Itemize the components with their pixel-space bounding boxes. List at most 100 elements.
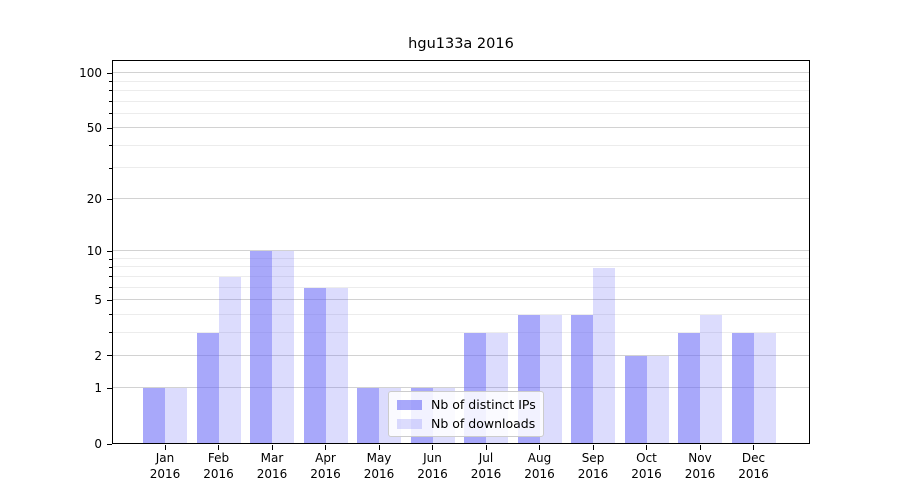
x-tick-year: 2016 [470, 466, 502, 481]
y-gridline-minor [112, 313, 810, 315]
y-minor-tick-mark [109, 113, 112, 115]
x-tick-label: May 2016 [347, 451, 411, 482]
y-tick-mark [107, 127, 112, 129]
x-tick-mark [592, 445, 594, 450]
x-tick-label: Aug 2016 [508, 451, 572, 482]
x-tick-label: Mar 2016 [240, 451, 304, 482]
x-tick-year: 2016 [363, 466, 395, 481]
x-tick-month: Jul [478, 451, 494, 465]
y-gridline-minor [112, 144, 810, 146]
y-tick-label: 5 [94, 293, 102, 308]
y-tick-label: 1 [94, 381, 102, 396]
x-tick-month: Jun [423, 451, 442, 465]
bar-distinct-ips-jan [143, 388, 165, 444]
x-tick-mark [325, 445, 326, 450]
x-tick-month: Jan [155, 451, 175, 465]
y-gridline-major [112, 299, 810, 301]
y-minor-tick-mark [109, 167, 112, 169]
x-tick-month: Dec [741, 451, 766, 465]
x-tick-mark [218, 445, 219, 450]
bar-downloads-mar [272, 251, 294, 444]
x-tick-year: 2016 [149, 466, 181, 481]
bar-distinct-ips-nov [678, 332, 700, 444]
legend-label: Nb of downloads [431, 416, 536, 431]
y-tick-label: 0 [94, 437, 102, 451]
x-tick-mark [271, 445, 273, 450]
y-tick-label: 2 [94, 348, 102, 363]
y-gridline-minor [112, 167, 810, 169]
y-gridline-major [112, 198, 810, 200]
y-gridline-major [112, 127, 810, 129]
x-tick-mark [646, 445, 647, 450]
bar-distinct-ips-apr [303, 287, 326, 444]
y-minor-tick-mark [109, 332, 112, 334]
y-gridline-minor [112, 89, 810, 91]
x-tick-month: Sep [581, 451, 605, 465]
x-tick-label: Apr 2016 [294, 451, 358, 482]
x-tick-mark [699, 445, 701, 450]
y-tick-label: 100 [79, 66, 102, 81]
x-tick-label: Feb 2016 [187, 451, 251, 482]
x-tick-label: Jul 2016 [454, 451, 518, 482]
y-gridline-minor [112, 258, 810, 259]
bar-downloads-jan [165, 388, 187, 444]
x-tick-mark [164, 445, 166, 450]
x-tick-year: 2016 [203, 466, 234, 481]
y-minor-tick-mark [109, 101, 112, 103]
legend-swatch-distinct-ips [397, 399, 422, 410]
y-gridline-minor [112, 286, 810, 288]
y-gridline-minor [112, 331, 810, 333]
bar-distinct-ips-dec [731, 332, 754, 444]
bar-downloads-aug [539, 314, 562, 444]
legend: Nb of distinct IPs Nb of downloads [388, 391, 544, 437]
y-tick-mark [107, 355, 112, 357]
x-tick-month: May [366, 451, 392, 465]
x-tick-mark [432, 445, 433, 450]
x-tick-month: Nov [688, 451, 712, 465]
y-gridline-major [112, 72, 810, 74]
x-tick-label: Dec 2016 [722, 451, 786, 482]
y-gridline-minor [112, 80, 810, 82]
y-gridline-minor [112, 100, 810, 102]
x-tick-year: 2016 [524, 466, 555, 481]
y-minor-tick-mark [109, 314, 112, 316]
x-tick-month: Apr [315, 451, 336, 465]
x-tick-year: 2016 [738, 466, 769, 481]
grid-layer [112, 60, 810, 444]
y-gridline-minor [112, 266, 810, 268]
y-minor-tick-mark [109, 258, 112, 260]
y-minor-tick-mark [109, 287, 112, 289]
bar-downloads-nov [700, 314, 722, 444]
bar-downloads-sep [593, 267, 615, 444]
y-tick-mark [107, 443, 112, 445]
y-gridline-major [112, 354, 810, 356]
bar-downloads-feb [218, 276, 241, 444]
y-minor-tick-mark [109, 81, 112, 83]
bars-layer [112, 60, 810, 444]
x-tick-label: Jan 2016 [133, 451, 197, 482]
y-tick-mark [107, 387, 112, 389]
legend-swatch-downloads [397, 418, 422, 429]
x-tick-label: Oct 2016 [615, 451, 679, 482]
x-tick-month: Oct [636, 451, 657, 465]
y-tick-mark [107, 299, 112, 301]
y-minor-tick-mark [109, 266, 112, 268]
x-tick-label: Nov 2016 [668, 451, 732, 482]
bar-distinct-ips-feb [196, 332, 219, 444]
y-minor-tick-mark [109, 90, 112, 92]
x-tick-year: 2016 [577, 466, 609, 481]
y-gridline-major [112, 387, 810, 389]
legend-label: Nb of distinct IPs [431, 397, 536, 412]
x-tick-label: Jun 2016 [401, 451, 465, 482]
x-tick-year: 2016 [631, 466, 662, 481]
x-tick-mark [485, 445, 487, 450]
y-minor-tick-mark [109, 145, 112, 147]
y-tick-mark [107, 250, 112, 252]
x-tick-mark [378, 445, 380, 450]
legend-entry: Nb of downloads [397, 416, 535, 431]
bar-distinct-ips-may [357, 388, 379, 444]
bar-downloads-apr [325, 287, 348, 444]
y-tick-mark [107, 72, 112, 74]
bar-downloads-dec [753, 332, 776, 444]
x-tick-mark [753, 445, 754, 450]
